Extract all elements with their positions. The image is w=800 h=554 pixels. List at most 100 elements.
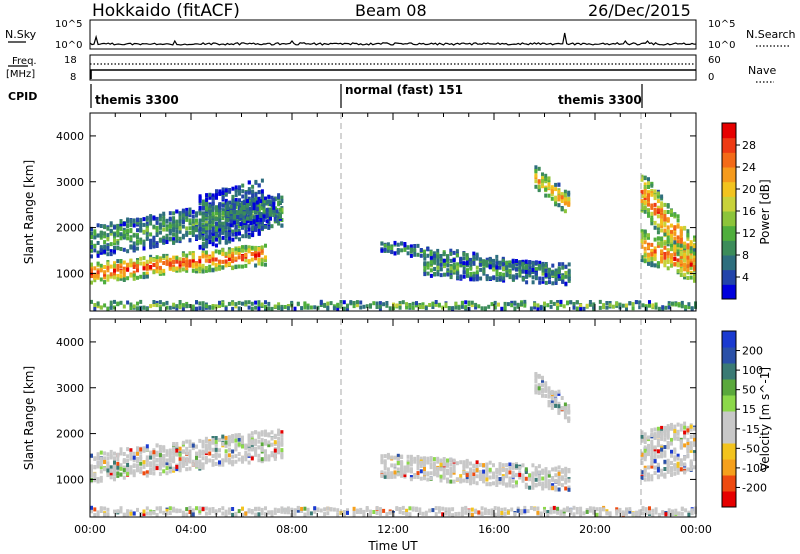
- heatmap-cell: [234, 459, 238, 464]
- heatmap-cell: [249, 215, 253, 220]
- heatmap-cell: [119, 276, 123, 281]
- heatmap-cell: [142, 275, 146, 280]
- heatmap-cell: [449, 462, 453, 467]
- heatmap-cell: [224, 443, 228, 448]
- heatmap-cell: [393, 463, 397, 468]
- heatmap-cell: [283, 305, 287, 309]
- heatmap-cell: [518, 475, 522, 480]
- heatmap-cell: [418, 304, 422, 309]
- heatmap-cell: [204, 216, 208, 221]
- heatmap-cell: [181, 220, 185, 225]
- heatmap-cell: [557, 266, 561, 271]
- heatmap-cell: [185, 467, 189, 472]
- heatmap-cell: [272, 198, 276, 203]
- heatmap-cell: [198, 195, 202, 200]
- heatmap-cell: [272, 213, 276, 217]
- heatmap-cell: [409, 475, 413, 479]
- heatmap-cell: [336, 307, 340, 312]
- heatmap-cell: [113, 460, 116, 465]
- heatmap-cell: [238, 189, 241, 194]
- heatmap-cell: [465, 256, 469, 261]
- heatmap-cell: [221, 248, 225, 253]
- heatmap-cell: [511, 462, 515, 467]
- heatmap-cell: [246, 209, 249, 213]
- heatmap-cell: [538, 260, 542, 265]
- heatmap-cell: [660, 253, 664, 258]
- heatmap-cell: [234, 265, 238, 270]
- heatmap-cell: [452, 250, 456, 255]
- colorbar-tick-label: -200: [742, 481, 767, 494]
- heatmap-cell: [564, 274, 568, 279]
- heatmap-cell: [126, 447, 130, 452]
- heatmap-cell: [260, 507, 264, 512]
- heatmap-cell: [254, 247, 258, 252]
- heatmap-cell: [541, 265, 545, 270]
- heatmap-cell: [560, 195, 564, 200]
- heatmap-cell: [475, 274, 479, 279]
- velocity-heatmap-cells: [90, 372, 697, 518]
- heatmap-cell: [534, 372, 538, 376]
- heatmap-cell: [661, 305, 665, 310]
- heatmap-cell: [254, 192, 258, 197]
- heatmap-cell: [205, 206, 209, 211]
- heatmap-cell: [158, 224, 162, 229]
- heatmap-cell: [396, 242, 400, 247]
- heatmap-cell: [505, 261, 509, 266]
- heatmap-cell: [434, 300, 438, 304]
- heatmap-cell: [423, 272, 427, 277]
- heatmap-cell: [516, 303, 520, 308]
- heatmap-cell: [247, 224, 251, 229]
- heatmap-cell: [264, 258, 267, 262]
- heatmap-cell: [162, 214, 166, 219]
- heatmap-cell: [660, 203, 664, 208]
- heatmap-cell: [136, 301, 139, 306]
- heatmap-cell: [96, 512, 100, 517]
- heatmap-cell: [541, 486, 545, 491]
- heatmap-cell: [122, 227, 126, 232]
- heatmap-cell: [191, 306, 195, 311]
- heatmap-cell: [650, 183, 654, 188]
- heatmap-cell: [260, 262, 264, 267]
- heatmap-cell: [640, 438, 644, 443]
- heatmap-cell: [158, 258, 162, 263]
- heatmap-cell: [521, 266, 525, 271]
- heatmap-cell: [541, 476, 545, 481]
- heatmap-cell: [262, 217, 266, 222]
- heatmap-cell: [611, 304, 615, 309]
- heatmap-cell: [119, 236, 123, 241]
- heatmap-cell: [647, 252, 650, 257]
- heatmap-cell: [93, 244, 97, 249]
- heatmap-cell: [145, 447, 149, 452]
- heatmap-cell: [653, 256, 657, 261]
- heatmap-cell: [505, 482, 509, 487]
- heatmap-cell: [257, 300, 261, 305]
- heatmap-cell: [536, 306, 540, 311]
- heatmap-cell: [464, 510, 468, 515]
- heatmap-cell: [267, 454, 271, 459]
- heatmap-cell: [158, 230, 162, 235]
- heatmap-cell: [505, 273, 509, 278]
- heatmap-cell: [270, 195, 274, 200]
- heatmap-cell: [673, 429, 677, 434]
- heatmap-cell: [201, 439, 205, 444]
- heatmap-cell: [693, 235, 696, 240]
- heatmap-cell: [264, 307, 267, 312]
- heatmap-cell: [242, 208, 246, 213]
- heatmap-cell: [195, 211, 198, 216]
- heatmap-cell: [643, 253, 647, 258]
- heatmap-cell: [460, 304, 464, 309]
- heatmap-cell: [267, 194, 271, 199]
- heatmap-cell: [502, 276, 506, 281]
- heatmap-cell: [393, 455, 397, 460]
- heatmap-cell: [149, 232, 153, 237]
- heatmap-cell: [670, 233, 673, 238]
- heatmap-cell: [165, 508, 169, 513]
- heatmap-cell: [254, 507, 258, 512]
- heatmap-cell: [693, 452, 696, 457]
- heatmap-cell: [201, 232, 205, 237]
- heatmap-cell: [231, 237, 235, 242]
- heatmap-cell: [485, 257, 489, 262]
- heatmap-cell: [158, 463, 162, 468]
- heatmap-cell: [175, 464, 179, 469]
- heatmap-cell: [205, 203, 209, 208]
